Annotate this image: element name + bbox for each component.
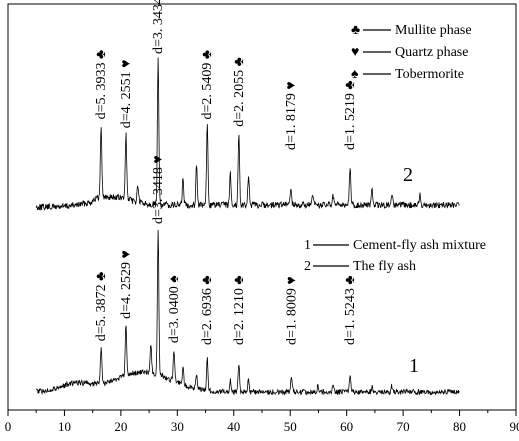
legend-sample-id: 1: [304, 238, 311, 253]
x-tick-label: 30: [171, 419, 184, 434]
x-axis-ticks: 0 10 20 30 40 50 60 70 80 90: [5, 410, 519, 434]
x-tick-label: 70: [397, 419, 410, 434]
legend-sample-label: Cement-fly ash mixture: [353, 238, 486, 253]
x-tick-label: 50: [284, 419, 297, 434]
x-tick-label: 20: [114, 419, 127, 434]
phase-legend: ♣ Mullite phase ♥ Quartz phase ♠ Tobermo…: [351, 23, 472, 82]
x-tick-label: 90: [510, 419, 519, 434]
peak-label: d=5. 3933 ♣: [94, 50, 109, 120]
legend-phase-label: Quartz phase: [395, 45, 468, 60]
series-layer: [35, 57, 460, 396]
x-tick-label: 80: [453, 419, 466, 434]
x-tick-label: 0: [5, 419, 12, 434]
peak-label: d=2. 1210 ♣: [232, 275, 247, 345]
legend-sample-label: The fly ash: [353, 259, 416, 274]
peak-label: d=3. 3434 ♥: [151, 0, 166, 54]
x-tick-label: 40: [227, 419, 240, 434]
legend-sample-id: 2: [304, 259, 311, 274]
peak-label: d=5. 3872 ♣: [94, 272, 109, 342]
x-tick-label: 10: [58, 419, 71, 434]
legend-phase-symbol: ♥: [351, 45, 359, 60]
legend-phase-label: Mullite phase: [395, 23, 472, 38]
sample-legend: 1 Cement-fly ash mixture 2 The fly ash: [304, 238, 486, 274]
series-label-1: 1: [409, 355, 419, 377]
peak-labels: d=5. 3933 ♣ d=4. 2551 ♥ d=3. 3434 ♥ d=2. 54…: [94, 0, 358, 345]
legend-phase-symbol: ♣: [351, 23, 360, 38]
peak-label: d=4. 2551 ♥: [119, 60, 134, 129]
xrd-series-1: [35, 229, 460, 396]
legend-phase-label: Tobermorite: [395, 67, 464, 82]
series-label-2: 2: [403, 164, 413, 186]
peak-label: d=1. 5243 ♣: [343, 275, 358, 345]
legend-phase-symbol: ♠: [351, 67, 359, 82]
peak-label: d=1. 5219 ♣: [343, 80, 358, 150]
xrd-series-2: [35, 57, 460, 211]
peak-label: d=2. 2055 ♣: [232, 57, 247, 127]
peak-label: d=2. 5409 ♣: [200, 50, 215, 120]
x-tick-label: 60: [340, 419, 353, 434]
peak-label: d=2. 6936 ♣: [200, 275, 215, 345]
peak-label: d=3. 0400 ♠: [167, 275, 182, 343]
peak-label: d=3. 3418 ♥: [151, 155, 166, 224]
peak-label: d=1. 8179 ♥: [284, 81, 299, 150]
peak-label: d=4. 2529 ♥: [119, 250, 134, 319]
peak-label: d=1. 8009 ♥: [284, 276, 299, 345]
